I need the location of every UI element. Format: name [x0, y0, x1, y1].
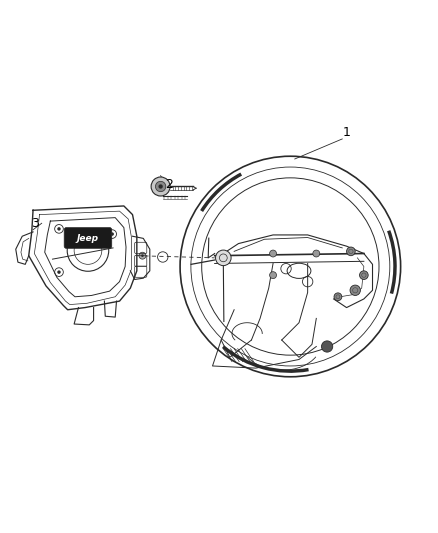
- Circle shape: [57, 270, 61, 274]
- Circle shape: [151, 177, 170, 196]
- Circle shape: [334, 293, 342, 301]
- Text: 3: 3: [31, 217, 39, 230]
- Circle shape: [270, 250, 276, 257]
- Circle shape: [346, 247, 355, 256]
- Text: 2: 2: [165, 178, 173, 191]
- Circle shape: [159, 184, 163, 189]
- Circle shape: [321, 341, 333, 352]
- Circle shape: [57, 227, 61, 231]
- Circle shape: [155, 181, 166, 192]
- Circle shape: [139, 252, 146, 259]
- Circle shape: [110, 232, 114, 236]
- Circle shape: [270, 272, 276, 279]
- Circle shape: [360, 271, 368, 279]
- Circle shape: [350, 285, 360, 295]
- Circle shape: [215, 250, 231, 265]
- Circle shape: [141, 254, 144, 257]
- Text: Jeep: Jeep: [77, 234, 99, 243]
- FancyBboxPatch shape: [64, 228, 112, 248]
- Circle shape: [313, 250, 320, 257]
- Text: 1: 1: [343, 126, 350, 139]
